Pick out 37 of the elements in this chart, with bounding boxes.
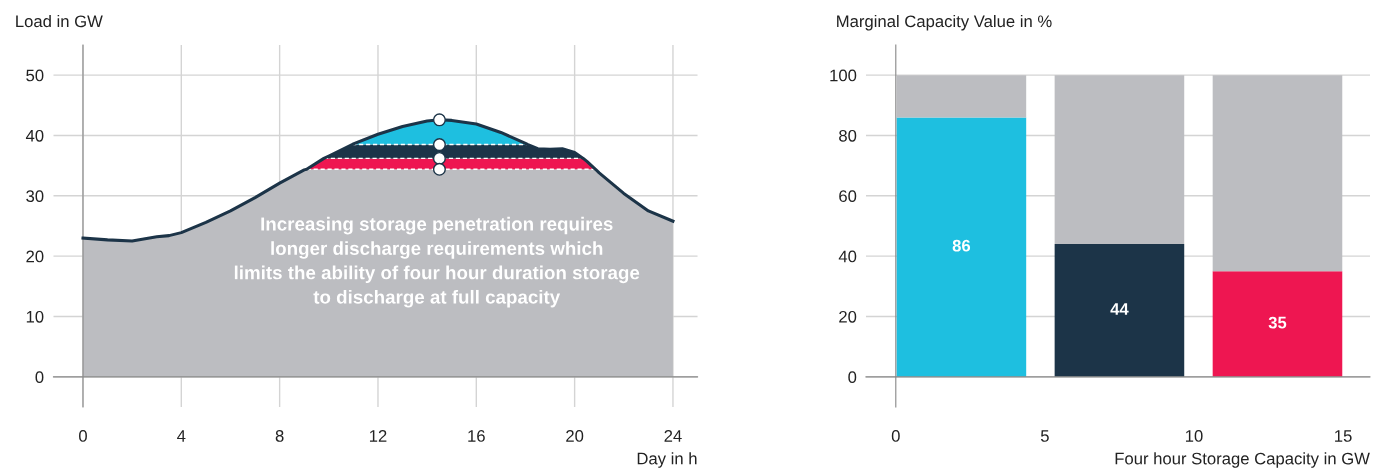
- bar: [1212, 271, 1343, 377]
- y-axis-title: Marginal Capacity Value in %: [837, 14, 1052, 31]
- y-tick-label: 0: [848, 371, 857, 384]
- y-tick-label: 20: [839, 310, 857, 323]
- x-tick-label: 0: [891, 430, 900, 442]
- x-tick-label: 20: [566, 430, 584, 442]
- x-tick-label: 12: [369, 430, 387, 442]
- x-tick-label: 5: [1040, 430, 1049, 442]
- data-label: 86: [952, 239, 971, 252]
- x-tick-label: 10: [1185, 430, 1203, 442]
- x-tick-label: 4: [177, 430, 186, 442]
- x-axis-title: Day in h: [637, 452, 697, 468]
- y-tick-label: 20: [26, 250, 44, 263]
- x-tick-label: 15: [1335, 430, 1352, 442]
- annotation: Increasing storage penetration requires longer discharge requirements which limits the ability of four hour duration storage to discharge at full capacity: [234, 216, 640, 308]
- y-tick-label: 100: [830, 69, 857, 82]
- bar: [1054, 75, 1185, 245]
- x-tick-label: 16: [468, 430, 485, 442]
- y-axis-title: Load in GW: [16, 14, 103, 28]
- x-tick-label: 24: [664, 430, 682, 442]
- y-tick-label: 40: [838, 250, 857, 263]
- y-tick-label: 10: [26, 310, 44, 323]
- bar: [1054, 244, 1185, 377]
- y-tick-label: 0: [35, 371, 44, 384]
- y-tick-label: 30: [26, 190, 44, 203]
- y-tick-label: 50: [26, 69, 44, 82]
- y-tick-label: 60: [839, 190, 857, 203]
- bar: [896, 75, 1027, 118]
- bar: [1212, 75, 1343, 272]
- x-tick-label: 8: [275, 430, 284, 442]
- y-tick-label: 40: [25, 129, 44, 142]
- bar: [896, 117, 1027, 377]
- x-axis-title: Four hour Storage Capacity in GW: [1115, 452, 1370, 468]
- data-label: 35: [1268, 316, 1287, 329]
- data-label: 44: [1110, 303, 1129, 315]
- x-tick-label: 0: [79, 430, 87, 442]
- y-tick-label: 80: [839, 129, 857, 142]
